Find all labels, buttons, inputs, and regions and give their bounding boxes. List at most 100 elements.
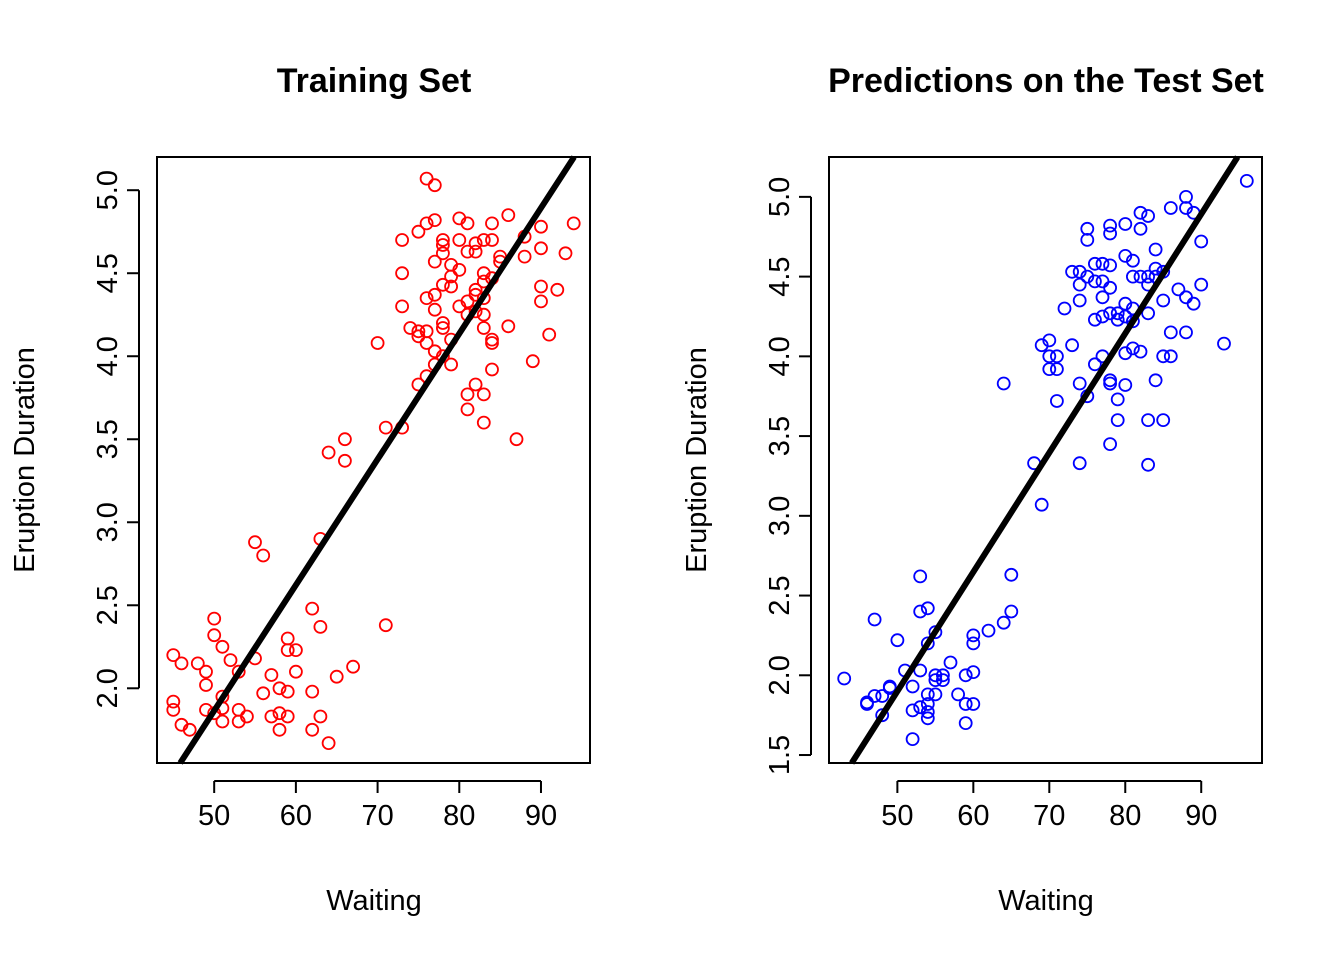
data-point (890, 633, 905, 648)
data-point (1088, 357, 1102, 372)
data-point (1004, 567, 1019, 582)
test-set-plot: Predictions on the Test Set Waiting Erup… (681, 62, 1264, 917)
data-point (1156, 293, 1171, 308)
data-point (1141, 457, 1155, 472)
data-point (1095, 256, 1110, 271)
data-point (313, 620, 328, 634)
data-point (231, 714, 246, 729)
data-point (174, 656, 189, 671)
data-point (913, 569, 928, 584)
data-point (485, 362, 499, 377)
y-tick-label: 4.0 (764, 336, 796, 376)
data-point (1148, 242, 1163, 257)
data-point (1179, 201, 1193, 215)
data-point (958, 697, 973, 711)
data-point (215, 714, 230, 729)
data-point (996, 376, 1011, 391)
data-point (920, 697, 935, 711)
x-tick-label: 90 (525, 800, 557, 832)
plot-frame (156, 156, 591, 764)
data-point (280, 684, 295, 699)
data-point (1110, 413, 1125, 428)
data-point (321, 445, 336, 460)
regression-line-group (177, 155, 577, 765)
data-point (1179, 325, 1193, 340)
data-point (1080, 232, 1095, 247)
y-tick-label: 3.5 (764, 416, 796, 456)
data-point (875, 708, 890, 723)
data-point (860, 697, 874, 711)
data-point (1141, 413, 1155, 428)
data-point (966, 628, 981, 643)
data-point (534, 279, 548, 294)
data-point (1088, 312, 1102, 327)
data-point (468, 244, 483, 259)
data-point (1103, 280, 1117, 295)
data-point (288, 664, 303, 679)
data-point (837, 671, 852, 686)
data-point (476, 321, 491, 335)
data-point (875, 689, 890, 703)
plot-frame (828, 156, 1263, 764)
data-point (1103, 218, 1117, 233)
y-tick-label: 4.5 (764, 256, 796, 296)
data-point (1034, 497, 1049, 512)
data-point (913, 604, 928, 619)
data-point (1050, 394, 1064, 408)
data-point (943, 655, 958, 670)
data-point (444, 279, 459, 294)
data-point (920, 687, 935, 702)
data-point (288, 643, 303, 657)
data-point (166, 694, 181, 709)
data-point (1088, 274, 1102, 289)
y-tick-label: 2.0 (92, 668, 124, 708)
regression-line-group (849, 155, 1241, 765)
y-axis-label: Eruption Duration (9, 347, 41, 573)
data-point (1163, 349, 1178, 364)
data-point (1133, 344, 1148, 359)
data-point (1103, 226, 1117, 241)
chart-title: Predictions on the Test Set (828, 62, 1264, 100)
x-tick-label: 50 (198, 800, 230, 832)
data-point (936, 668, 950, 683)
data-point (913, 663, 928, 678)
data-point (966, 665, 981, 679)
data-point (1118, 309, 1133, 324)
data-point (1148, 261, 1163, 276)
data-point (468, 377, 483, 392)
data-point (435, 277, 450, 292)
y-tick-label: 3.5 (92, 419, 124, 459)
x-tick-label: 80 (443, 800, 475, 832)
data-point (920, 711, 935, 726)
x-tick-label: 50 (881, 800, 913, 832)
axis-ticks: 50 60 70 80 90 2.0 2.5 3.0 3.5 4.0 4.5 5.0 (92, 170, 557, 832)
data-point (427, 254, 442, 269)
data-point (1118, 378, 1133, 392)
data-point (936, 673, 950, 687)
data-point (435, 233, 450, 247)
data-point (1133, 269, 1148, 284)
data-point (1072, 277, 1087, 292)
data-point (427, 178, 442, 193)
data-point (525, 354, 540, 369)
data-point (207, 611, 222, 626)
data-point (182, 722, 197, 737)
data-point (207, 628, 222, 643)
data-point (958, 716, 973, 730)
data-point (1186, 296, 1201, 311)
data-point (460, 402, 475, 417)
data-point (1034, 338, 1049, 353)
data-point (1239, 173, 1254, 188)
x-tick-label: 70 (361, 800, 393, 832)
data-point (256, 686, 271, 701)
data-point (1072, 376, 1087, 391)
data-point (1080, 221, 1095, 236)
data-point (1126, 314, 1140, 329)
data-point (958, 668, 973, 683)
data-point (419, 171, 434, 186)
data-point (395, 266, 410, 281)
data-point (337, 453, 352, 468)
data-point (485, 233, 499, 247)
data-point (905, 703, 920, 718)
data-point (928, 668, 943, 683)
